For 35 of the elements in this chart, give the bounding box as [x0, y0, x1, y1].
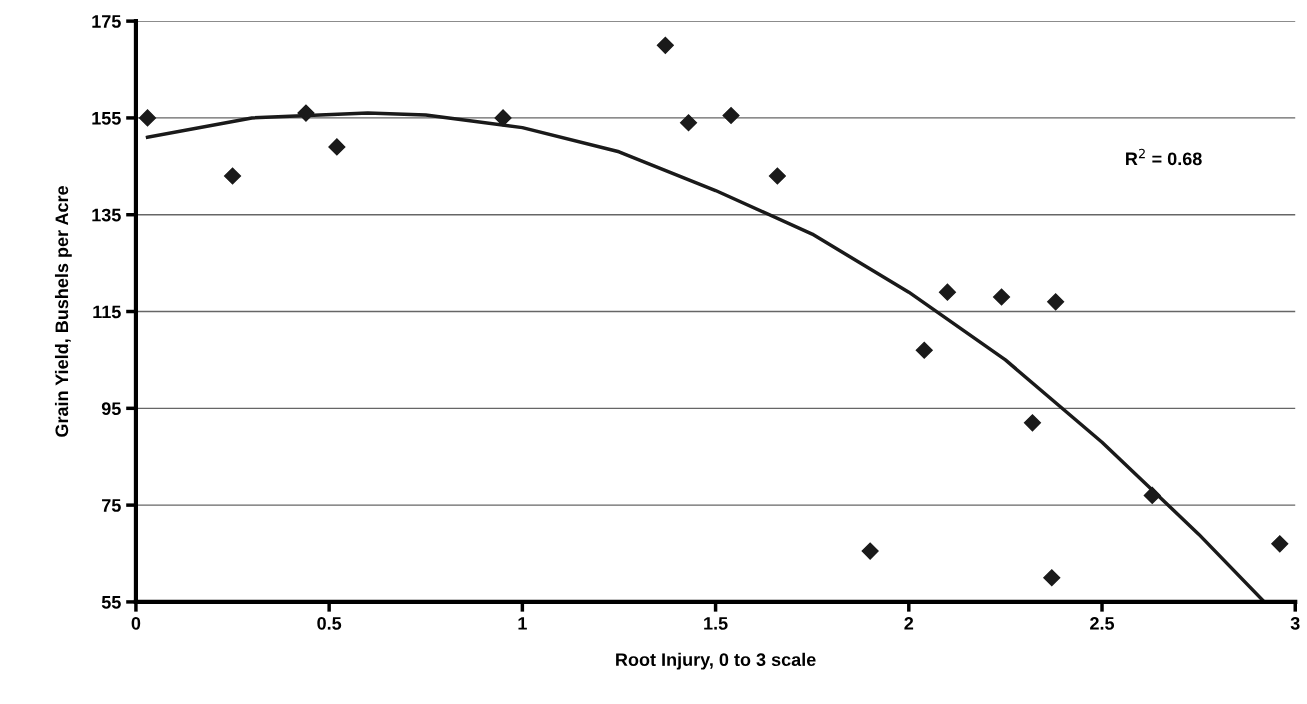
- point: [494, 109, 512, 127]
- point: [1143, 486, 1161, 504]
- point: [679, 114, 698, 132]
- y-tick-label: 135: [92, 208, 121, 222]
- x-tick-label: 0.5: [317, 616, 342, 630]
- x-tick-label: 3: [1290, 616, 1300, 630]
- y-axis-title: Grain Yield, Bushels per Acre: [54, 186, 72, 437]
- y-tick-label: 95: [101, 402, 121, 416]
- x-tick-label: 1.5: [704, 617, 728, 630]
- x-tick-label: 2: [904, 616, 914, 630]
- point: [938, 283, 956, 301]
- x-tick-label: 1: [518, 617, 527, 630]
- x-tick-label: 0: [131, 616, 141, 630]
- y-tick-label: 175: [92, 15, 121, 28]
- y-tick-label: 115: [93, 305, 121, 319]
- point: [861, 542, 879, 560]
- point: [1043, 569, 1061, 587]
- annotation: R$^{2}$ = 0.68: [1126, 148, 1202, 166]
- point: [915, 341, 933, 359]
- point: [1023, 414, 1042, 432]
- point: [297, 104, 315, 122]
- point: [1271, 535, 1289, 553]
- y-tick-label: 55: [101, 596, 121, 609]
- point: [722, 106, 740, 125]
- point: [1047, 293, 1065, 311]
- point: [223, 167, 242, 185]
- point: [138, 109, 157, 127]
- y-tick-label: 75: [102, 499, 121, 512]
- point: [768, 167, 786, 185]
- y-tick-label: 155: [92, 112, 121, 125]
- point: [656, 36, 674, 54]
- x-tick-label: 2.5: [1090, 616, 1115, 630]
- point: [992, 288, 1011, 306]
- x-axis-title: Root Injury, 0 to 3 scale: [616, 652, 816, 670]
- point: [328, 138, 346, 156]
